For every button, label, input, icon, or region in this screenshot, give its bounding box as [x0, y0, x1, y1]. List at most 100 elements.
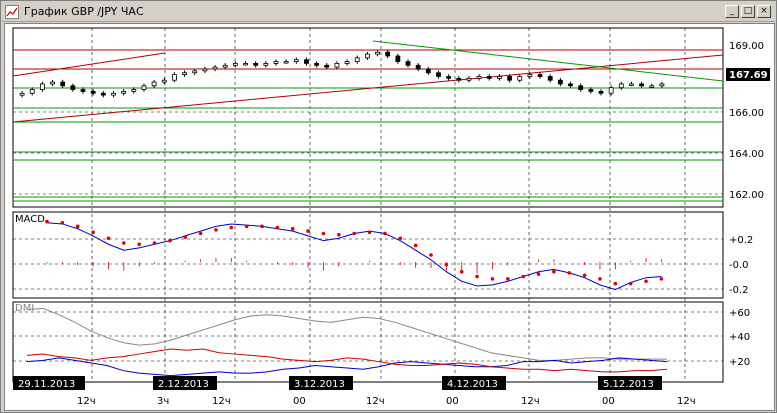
macd-signal-point	[275, 225, 280, 230]
price-axis-label: 162.00	[729, 190, 764, 201]
dmi-axis-label: +20	[729, 357, 750, 368]
date-label-bg	[289, 376, 353, 390]
current-price-tag	[726, 68, 770, 81]
candle-body	[415, 64, 421, 70]
candle-body	[222, 64, 228, 68]
macd-signal-point	[598, 277, 602, 281]
dmi-axis-label: +40	[729, 332, 750, 343]
candle-body	[131, 89, 137, 92]
price-panel-frame	[12, 27, 724, 208]
macd-axis-label: -0.0	[729, 260, 749, 271]
macd-signal-point	[521, 274, 525, 279]
candle-body	[436, 72, 441, 77]
macd-signal-point	[183, 235, 188, 239]
candle-body	[151, 81, 157, 87]
candle-body	[100, 92, 106, 96]
macd-signal-point	[567, 271, 572, 275]
candle-body	[649, 85, 655, 88]
candle-body	[456, 77, 462, 81]
candle-body	[446, 76, 452, 79]
minimize-button[interactable]: _	[725, 5, 739, 18]
candle-body	[629, 83, 634, 86]
time-label: 12ч	[366, 396, 385, 407]
candle-body	[659, 83, 665, 87]
candle-body	[263, 63, 269, 66]
candle-body	[334, 63, 340, 68]
macd-signal-point	[306, 229, 310, 233]
macd-signal-point	[321, 231, 326, 236]
date-label: 3.12.2013	[294, 379, 345, 390]
candle-body	[425, 68, 431, 74]
macd-axis-label: -0.2	[729, 285, 749, 296]
candle-body	[466, 77, 472, 81]
candle-body	[568, 83, 573, 87]
price-axis-label: 166.00	[729, 108, 764, 119]
candle-body	[90, 90, 96, 94]
macd-signal-point	[198, 231, 203, 236]
candle-body	[608, 87, 614, 94]
time-label: 12ч	[77, 396, 96, 407]
candle-body	[486, 76, 492, 79]
time-label: 00	[602, 396, 615, 407]
time-label: 3ч	[157, 396, 169, 407]
candle-body	[557, 79, 563, 85]
candle-body	[405, 61, 411, 66]
macd-signal-point	[45, 219, 49, 224]
candle-body	[60, 81, 66, 87]
candle-body	[344, 61, 350, 64]
candle-body	[293, 59, 299, 62]
candle-body	[141, 85, 147, 90]
candle-body	[375, 51, 380, 55]
candle-body	[172, 74, 177, 81]
macd-signal-point	[613, 281, 618, 286]
title-bar[interactable]: График GBP /JPY ЧАС _ □ ×	[2, 2, 775, 22]
current-price-label: 167.69	[729, 70, 768, 81]
chart-area[interactable]: 169.00 166.00 164.00 162.00 167.69 MACD …	[4, 23, 775, 411]
candle-body	[273, 61, 279, 64]
candle-body	[182, 72, 187, 76]
candle-body	[19, 92, 25, 96]
candle-body	[639, 83, 645, 87]
date-label: 29.11.2013	[18, 379, 75, 390]
macd-signal-point	[582, 273, 587, 278]
macd-signal-point	[152, 241, 157, 245]
price-axis-label: 169.00	[729, 41, 764, 52]
candle-body	[395, 55, 401, 62]
candle-body	[588, 89, 594, 92]
candle-body	[50, 81, 55, 85]
date-label-bg	[153, 376, 217, 390]
macd-signal-point	[628, 281, 633, 286]
macd-signal-point	[536, 272, 541, 276]
macd-series	[45, 219, 664, 291]
chart-app-icon	[5, 5, 19, 19]
candle-body	[121, 90, 127, 94]
price-axis-label: 164.00	[729, 149, 764, 160]
candle-body	[517, 76, 523, 81]
macd-signal-point	[260, 224, 264, 229]
dmi-series	[26, 307, 668, 377]
candle-body	[314, 63, 320, 66]
trend-line-channel	[12, 52, 166, 77]
macd-signal-point	[122, 241, 126, 245]
macd-signal-point	[506, 277, 510, 281]
trend-line-down	[372, 40, 724, 82]
close-button[interactable]: ×	[757, 5, 771, 18]
date-label: 4.12.2013	[447, 379, 498, 390]
macd-signal-point	[75, 224, 80, 229]
candle-body	[202, 68, 208, 72]
dmi-panel-frame	[12, 301, 724, 383]
macd-signal-point	[444, 262, 449, 267]
candle-body	[618, 83, 624, 89]
dmi-panel-title: DMI	[15, 303, 34, 314]
date-label-bg	[442, 376, 506, 390]
macd-signal-point	[490, 277, 495, 281]
dmi-line-plus_di	[26, 357, 668, 377]
maximize-button[interactable]: □	[741, 5, 755, 18]
time-label: 12ч	[212, 396, 231, 407]
window-title: График GBP /JPY ЧАС	[24, 5, 144, 18]
candle-body	[598, 90, 604, 94]
chart-svg[interactable]: 169.00 166.00 164.00 162.00 167.69 MACD …	[5, 24, 774, 410]
candles	[19, 50, 665, 98]
macd-signal-point	[244, 224, 249, 229]
